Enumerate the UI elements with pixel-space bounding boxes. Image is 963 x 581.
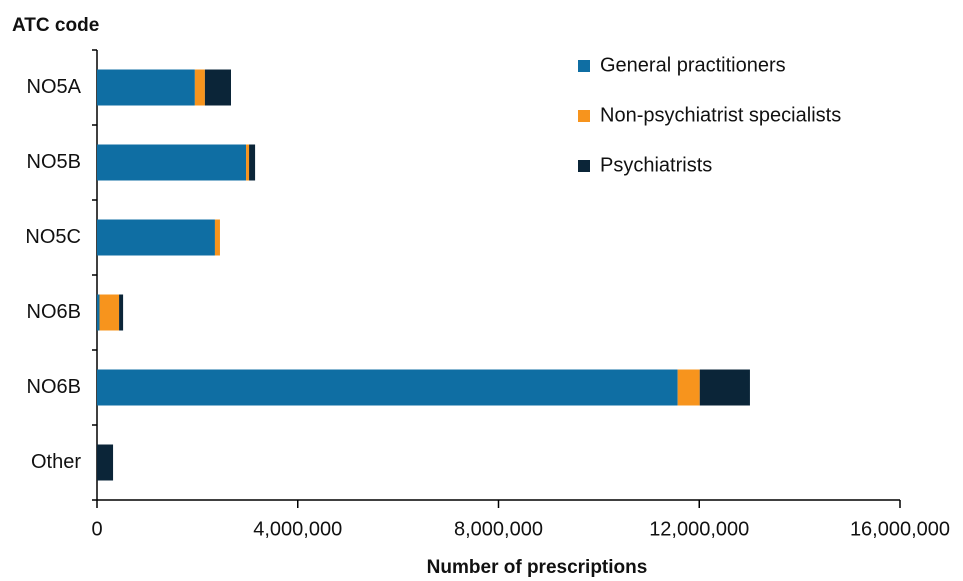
bar-segment [214,219,220,256]
bar-segment [97,444,114,481]
bar-segment [249,144,256,181]
x-tick-label: 8,000,000 [454,518,543,540]
bar-segment [97,369,678,406]
x-axis-title: Number of prescriptions [427,557,648,578]
bar-segment [99,294,120,331]
y-tick-label: Other [31,451,81,473]
bar-segment [97,144,247,181]
x-tick-label: 4,000,000 [253,518,342,540]
y-tick-label: NO5A [27,76,82,98]
bar-segment [677,369,700,406]
legend-swatch [578,110,590,122]
bar-segment [97,294,100,331]
x-tick-label: 16,000,000 [850,518,950,540]
bar-segment [246,144,250,181]
legend-swatch [578,60,590,72]
bar-segment [204,69,232,106]
y-tick-label: NO6B [27,376,81,398]
y-tick-label: NO5C [25,226,81,248]
bar-segment [699,369,750,406]
y-tick-label: NO5B [27,151,81,173]
y-tick-label: NO6B [27,301,81,323]
x-tick-label: 0 [91,518,102,540]
bar-segment [194,69,205,106]
legend-swatch [578,160,590,172]
bar-segment [97,69,195,106]
legend-label: Non-psychiatrist specialists [600,104,841,126]
legend-label: General practitioners [600,54,786,76]
x-tick-label: 12,000,000 [649,518,749,540]
bar-segment [97,219,215,256]
legend-label: Psychiatrists [600,154,712,176]
bar-segment [119,294,124,331]
y-axis-title: ATC code [12,15,99,36]
